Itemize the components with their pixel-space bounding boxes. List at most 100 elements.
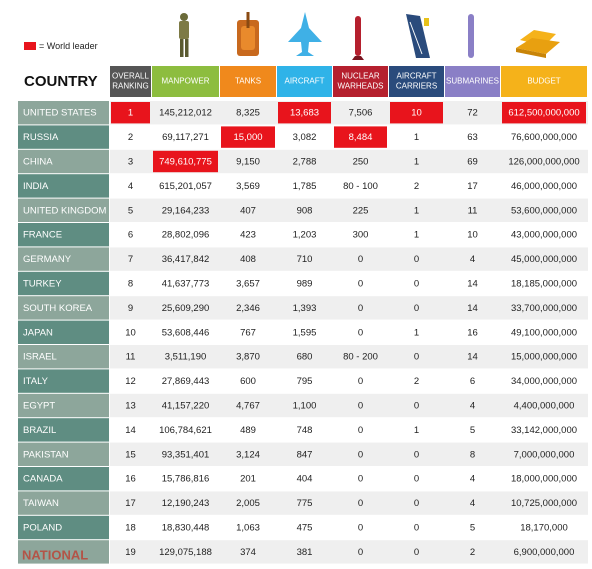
country-cell: [18, 149, 109, 174]
country-name: FRANCE: [23, 230, 62, 241]
cell-value: 93,351,401: [162, 449, 210, 460]
country-name: POLAND: [23, 523, 62, 534]
cell-value: 0: [414, 547, 419, 558]
cell-value: 4: [470, 498, 475, 509]
country-name: SOUTH KOREA: [23, 303, 93, 314]
cell-value: 407: [240, 205, 256, 216]
country-name: INDIA: [23, 181, 49, 192]
cell-value: 10,725,000,000: [511, 498, 577, 509]
cell-value: 1,100: [293, 401, 317, 412]
country-cell: [18, 101, 109, 125]
country-cell: [18, 125, 109, 149]
country-cell: [18, 198, 109, 222]
cell-value: 1: [414, 230, 419, 241]
cell-value: 14: [467, 303, 478, 314]
cell-value: 17: [467, 181, 478, 192]
cell-value: 5: [470, 523, 475, 534]
cell-value: 25,609,290: [162, 303, 210, 314]
cell-value: 0: [414, 352, 419, 363]
cell-value: 76,600,000,000: [511, 132, 577, 143]
row-background: [110, 198, 588, 222]
cell-value: 989: [297, 279, 313, 290]
column-header: SUBMARINES: [446, 77, 499, 86]
cell-value: 10: [467, 230, 478, 241]
country-name: TAIWAN: [23, 498, 59, 509]
cell-value: 0: [414, 279, 419, 290]
cell-value: 9,150: [236, 157, 260, 168]
leader-highlight: [502, 102, 586, 124]
cell-value: 14: [467, 279, 478, 290]
cell-value: 11: [126, 352, 136, 363]
row-background: [110, 467, 588, 491]
cell-value: 72: [467, 108, 478, 119]
cell-value: 1,785: [293, 181, 317, 192]
cell-value: 19: [125, 547, 136, 558]
cell-value: 69: [467, 157, 478, 168]
legend-text: = World leader: [39, 41, 98, 51]
cell-value: 795: [297, 376, 313, 387]
cell-value: 1,203: [293, 230, 317, 241]
cell-value: 106,784,621: [159, 425, 212, 436]
row-background: [110, 369, 588, 393]
row-background: [110, 393, 588, 418]
cell-value: 126,000,000,000: [508, 157, 579, 168]
column-header: RANKING: [112, 82, 148, 91]
country-name: EGYPT: [23, 401, 55, 412]
watermark: NATIONAL: [22, 547, 88, 562]
leader-highlight: [221, 126, 275, 148]
cell-value: 11: [468, 205, 478, 216]
row-background: [110, 442, 588, 466]
cell-value: 33,700,000,000: [511, 303, 577, 314]
country-cell: [18, 418, 109, 442]
submarine-icon: [468, 14, 474, 58]
legend-swatch: [24, 42, 36, 50]
row-header: COUNTRY: [24, 73, 98, 90]
cell-value: 18,170,000: [520, 523, 568, 534]
cell-value: 10: [125, 327, 136, 338]
cell-value: 4: [128, 181, 133, 192]
cell-value: 16: [125, 474, 136, 485]
cell-value: 15,000: [233, 132, 262, 143]
cell-value: 749,610,775: [159, 157, 212, 168]
column-header: NUCLEAR: [341, 72, 379, 81]
cell-value: 0: [414, 401, 419, 412]
cell-value: 300: [353, 230, 369, 241]
cell-value: 2: [470, 547, 475, 558]
cell-value: 18,185,000,000: [511, 279, 577, 290]
cell-value: 250: [353, 157, 369, 168]
cell-value: 43,000,000,000: [511, 230, 577, 241]
cell-value: 3,511,190: [165, 352, 207, 363]
cell-value: 408: [240, 254, 256, 265]
cell-value: 0: [358, 425, 363, 436]
cell-value: 4: [470, 401, 475, 412]
cell-value: 8: [470, 449, 475, 460]
cell-value: 2,788: [293, 157, 317, 168]
cell-value: 18: [125, 523, 136, 534]
cell-value: 0: [358, 547, 363, 558]
cell-value: 69,117,271: [162, 132, 209, 143]
leader-highlight: [153, 150, 218, 173]
cell-value: 6,900,000,000: [514, 547, 575, 558]
cell-value: 0: [358, 449, 363, 460]
row-background: [110, 149, 588, 174]
cell-value: 600: [240, 376, 256, 387]
cell-value: 1,063: [236, 523, 260, 534]
cell-value: 615,201,057: [159, 181, 212, 192]
cell-value: 680: [297, 352, 313, 363]
cell-value: 80 - 200: [343, 352, 378, 363]
cell-value: 1: [414, 205, 419, 216]
cell-value: 17: [125, 498, 136, 509]
cell-value: 33,142,000,000: [511, 425, 577, 436]
cell-value: 18,000,000,000: [511, 474, 577, 485]
cell-value: 0: [414, 474, 419, 485]
cell-value: 4,767: [236, 401, 260, 412]
country-name: PAKISTAN: [23, 449, 69, 460]
cell-value: 0: [358, 327, 363, 338]
cell-value: 18,830,448: [162, 523, 210, 534]
cell-value: 36,417,842: [162, 254, 210, 265]
jet-icon: [288, 12, 322, 56]
country-name: UNITED STATES: [23, 108, 97, 119]
column-header: MANPOWER: [162, 77, 210, 86]
column-header-cell: [389, 66, 444, 97]
